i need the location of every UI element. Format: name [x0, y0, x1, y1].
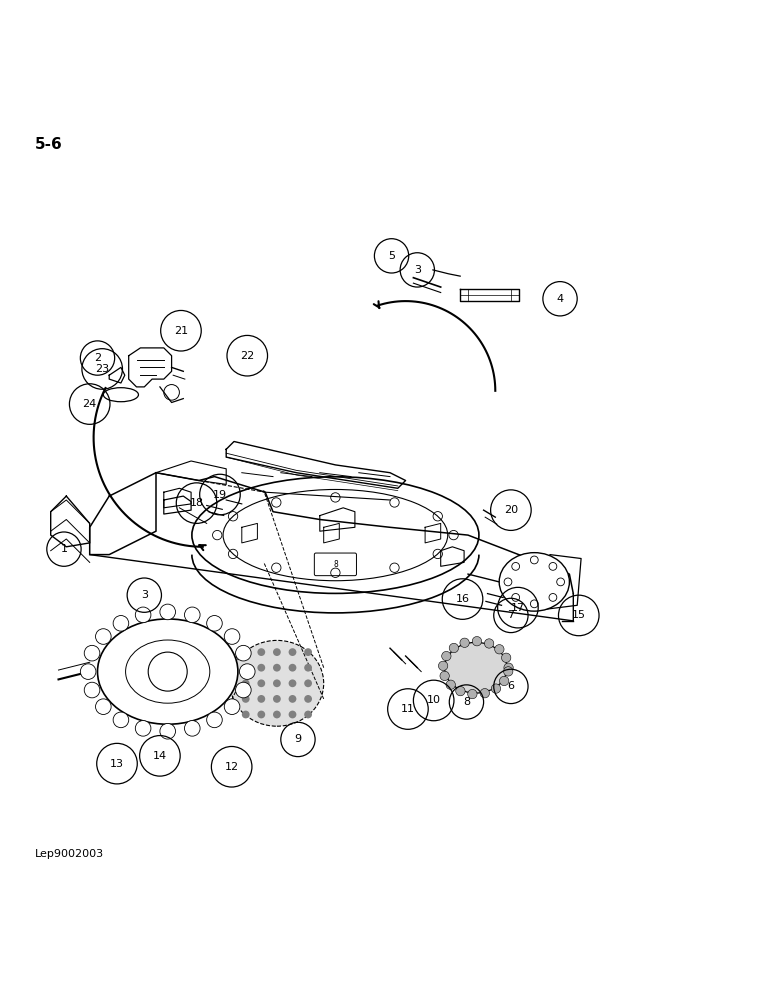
Circle shape [446, 680, 456, 689]
Circle shape [289, 711, 296, 718]
Circle shape [84, 645, 100, 661]
Text: 8: 8 [333, 560, 338, 569]
Text: 19: 19 [213, 490, 227, 500]
Text: 10: 10 [427, 695, 441, 705]
Circle shape [441, 651, 451, 661]
Circle shape [242, 711, 250, 718]
Circle shape [495, 645, 504, 654]
Text: 17: 17 [511, 603, 525, 613]
Circle shape [491, 684, 501, 693]
Text: 4: 4 [556, 294, 564, 304]
Text: 3: 3 [141, 590, 147, 600]
Text: 13: 13 [110, 759, 124, 769]
Circle shape [480, 689, 490, 698]
Text: 6: 6 [508, 681, 514, 691]
Circle shape [304, 695, 312, 703]
Circle shape [207, 616, 222, 631]
Circle shape [472, 637, 481, 646]
Text: 20: 20 [504, 505, 518, 515]
Circle shape [504, 667, 513, 676]
Circle shape [135, 607, 151, 623]
Circle shape [304, 664, 312, 672]
Text: 12: 12 [225, 762, 239, 772]
Circle shape [289, 664, 296, 672]
Circle shape [95, 699, 111, 714]
Circle shape [80, 664, 96, 679]
Circle shape [207, 712, 222, 728]
Circle shape [502, 653, 511, 662]
Text: 3: 3 [414, 265, 420, 275]
Circle shape [273, 648, 281, 656]
Circle shape [257, 711, 265, 718]
Circle shape [185, 721, 200, 736]
Text: 5-6: 5-6 [35, 137, 63, 152]
Circle shape [304, 711, 312, 718]
Circle shape [273, 711, 281, 718]
Circle shape [289, 679, 296, 687]
Text: 15: 15 [572, 610, 586, 620]
Text: 21: 21 [174, 326, 188, 336]
Circle shape [449, 643, 459, 653]
Text: 24: 24 [83, 399, 97, 409]
Circle shape [113, 712, 129, 728]
Text: 14: 14 [153, 751, 167, 761]
Text: 5: 5 [388, 251, 395, 261]
Text: 8: 8 [463, 697, 470, 707]
Circle shape [242, 695, 250, 703]
Ellipse shape [103, 388, 139, 402]
Circle shape [304, 648, 312, 656]
Text: 22: 22 [240, 351, 254, 361]
Circle shape [236, 682, 251, 698]
Circle shape [504, 663, 513, 672]
Circle shape [273, 679, 281, 687]
Circle shape [289, 648, 296, 656]
Circle shape [257, 679, 265, 687]
Ellipse shape [230, 640, 324, 726]
Circle shape [484, 639, 494, 648]
Text: 23: 23 [95, 364, 109, 374]
Ellipse shape [445, 642, 507, 693]
Text: 2: 2 [94, 353, 101, 363]
Circle shape [160, 723, 176, 739]
Circle shape [257, 695, 265, 703]
Text: 1: 1 [61, 544, 67, 554]
Circle shape [440, 671, 449, 681]
Circle shape [135, 721, 151, 736]
Text: 7: 7 [507, 610, 515, 620]
Text: 18: 18 [190, 498, 204, 508]
Circle shape [456, 686, 465, 696]
Circle shape [225, 629, 240, 644]
Ellipse shape [499, 553, 569, 611]
Circle shape [160, 604, 176, 620]
Circle shape [185, 607, 200, 623]
Circle shape [84, 682, 100, 698]
Circle shape [468, 689, 477, 699]
Circle shape [242, 679, 250, 687]
Circle shape [257, 664, 265, 672]
Text: 16: 16 [456, 594, 470, 604]
Circle shape [239, 664, 255, 679]
Circle shape [273, 664, 281, 672]
Circle shape [236, 645, 251, 661]
Circle shape [289, 695, 296, 703]
Text: 11: 11 [401, 704, 415, 714]
Circle shape [438, 661, 448, 671]
Circle shape [499, 676, 509, 686]
Circle shape [460, 638, 470, 647]
Circle shape [273, 695, 281, 703]
Ellipse shape [98, 619, 238, 724]
Circle shape [95, 629, 111, 644]
Text: 9: 9 [294, 734, 302, 744]
Circle shape [257, 648, 265, 656]
Circle shape [242, 648, 250, 656]
Circle shape [225, 699, 240, 714]
Circle shape [304, 679, 312, 687]
Text: Lep9002003: Lep9002003 [35, 849, 105, 859]
Circle shape [113, 616, 129, 631]
Circle shape [242, 664, 250, 672]
